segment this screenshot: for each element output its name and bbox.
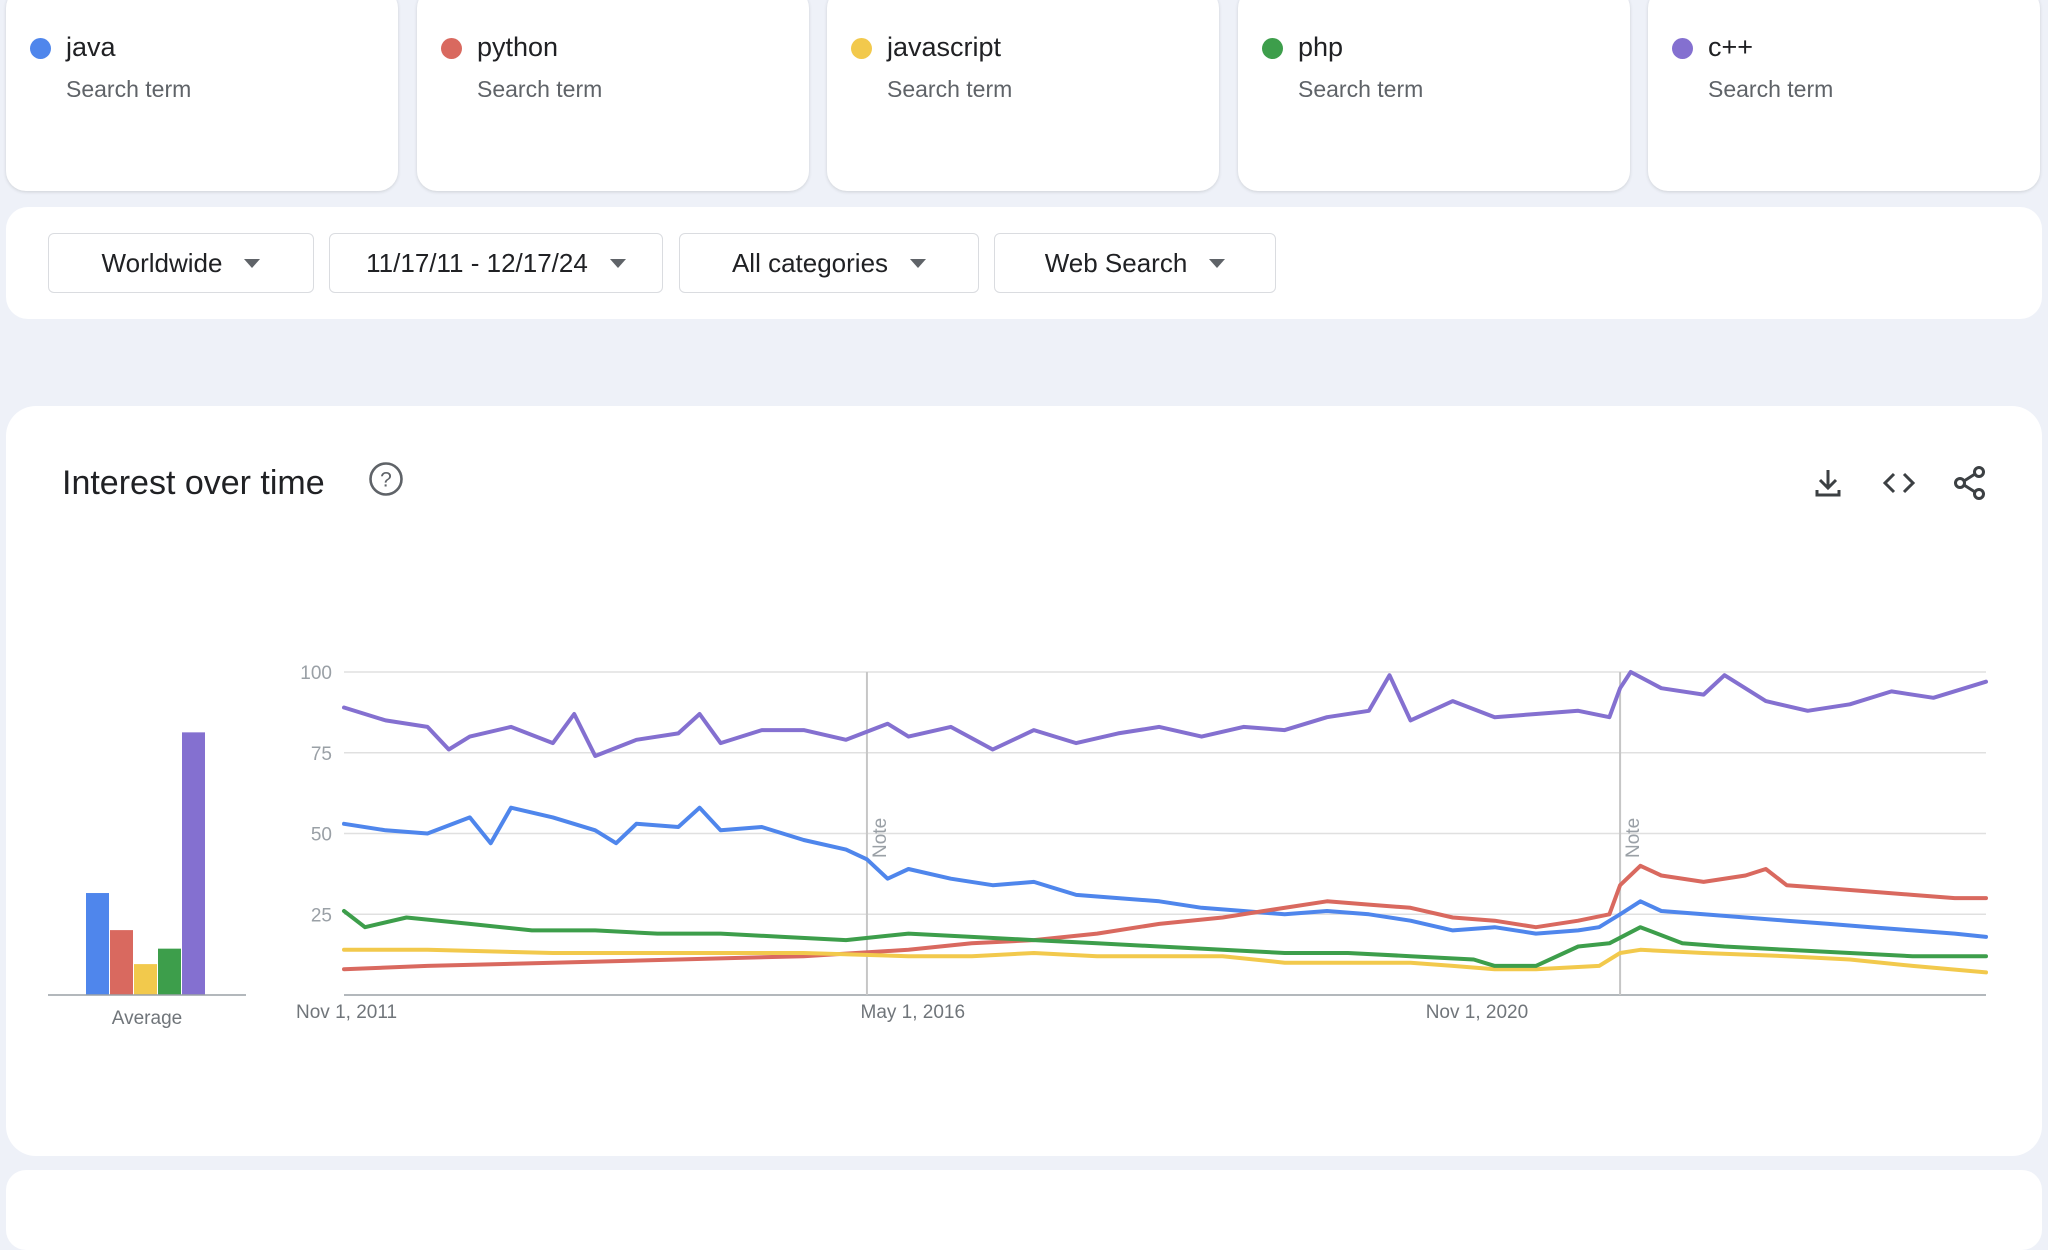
term-type-label: Search term — [887, 76, 1013, 102]
x-tick-label: May 1, 2016 — [861, 1002, 966, 1023]
x-tick-label: Nov 1, 2011 — [296, 1002, 397, 1023]
filter-bar: Worldwide 11/17/11 - 12/17/24 All catego… — [6, 207, 2042, 319]
term-color-dot — [1672, 38, 1693, 59]
x-tick-label: Nov 1, 2020 — [1426, 1002, 1528, 1023]
term-card-php[interactable]: php Search term — [1238, 0, 1630, 191]
interest-chart: Average 100 75 50 25 Note Note Nov 1, 2011 May … — [48, 663, 1988, 1029]
help-icon[interactable]: ? — [368, 461, 404, 497]
next-card-edge — [6, 1170, 2042, 1250]
series-line-python — [342, 863, 1988, 972]
term-color-dot — [30, 38, 51, 59]
date-range-value: 11/17/11 - 12/17/24 — [366, 247, 588, 278]
caret-down-icon — [910, 258, 927, 268]
note-label: Note — [870, 818, 891, 858]
term-type-label: Search term — [66, 76, 192, 102]
card-title: Interest over time — [62, 464, 325, 502]
y-tick-label: 25 — [311, 905, 332, 926]
series-line-java — [342, 805, 1988, 939]
average-label: Average — [112, 1008, 182, 1029]
average-bar-java — [86, 893, 109, 995]
term-type-label: Search term — [1708, 76, 1834, 102]
share-icon[interactable] — [1951, 464, 1989, 502]
date-range-dropdown[interactable]: 11/17/11 - 12/17/24 — [329, 233, 663, 293]
download-icon[interactable] — [1809, 464, 1847, 502]
term-name: java — [66, 32, 116, 62]
note-label: Note — [1623, 818, 1644, 858]
category-dropdown[interactable]: All categories — [679, 233, 979, 293]
average-bar-javascript — [134, 964, 157, 995]
y-tick-label: 100 — [300, 663, 332, 684]
average-bar-php — [158, 948, 181, 995]
term-card-python[interactable]: python Search term — [417, 0, 809, 191]
term-name: python — [477, 32, 559, 62]
y-tick-label: 50 — [311, 825, 332, 846]
y-tick-label: 75 — [311, 744, 332, 765]
region-value: Worldwide — [101, 247, 223, 278]
term-type-label: Search term — [1298, 76, 1424, 102]
search-terms-row: java Search term python Search term java… — [0, 0, 2048, 196]
term-card-cpp[interactable]: c++ Search term — [1648, 0, 2040, 191]
search-type-value: Web Search — [1044, 247, 1188, 278]
category-value: All categories — [731, 247, 889, 278]
series-line-cpp — [342, 670, 1988, 758]
svg-text:?: ? — [380, 469, 392, 492]
region-dropdown[interactable]: Worldwide — [48, 233, 314, 293]
term-card-javascript[interactable]: javascript Search term — [827, 0, 1219, 191]
series-line-javascript — [342, 947, 1988, 975]
term-color-dot — [441, 38, 462, 59]
caret-down-icon — [609, 258, 626, 268]
term-color-dot — [1262, 38, 1283, 59]
caret-down-icon — [1209, 258, 1226, 268]
interest-over-time-card: Interest over time ? Average 100 75 50 25 No… — [6, 406, 2042, 1156]
term-name: php — [1298, 32, 1344, 62]
caret-down-icon — [244, 258, 261, 268]
term-color-dot — [851, 38, 872, 59]
term-card-java[interactable]: java Search term — [6, 0, 398, 191]
series-line-php — [342, 909, 1988, 968]
search-type-dropdown[interactable]: Web Search — [994, 233, 1276, 293]
average-bar-cpp — [182, 732, 205, 995]
average-bar-python — [110, 930, 133, 995]
term-type-label: Search term — [477, 76, 603, 102]
embed-code-icon[interactable] — [1880, 464, 1918, 502]
term-name: javascript — [887, 32, 1002, 62]
term-name: c++ — [1708, 32, 1754, 62]
